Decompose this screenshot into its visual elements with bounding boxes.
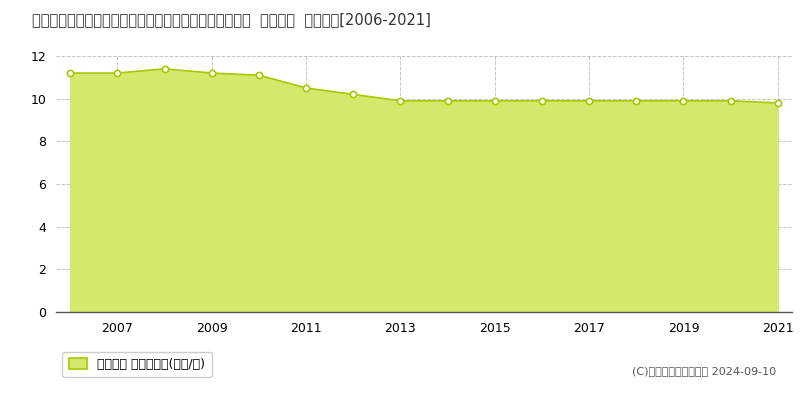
- Legend: 地価公示 平均坪単価(万円/坪): 地価公示 平均坪単価(万円/坪): [62, 352, 211, 377]
- Text: 埼玉県さいたま市岩槻区大字黒谷字久保１５０５番２外  地価公示  地価推移[2006-2021]: 埼玉県さいたま市岩槻区大字黒谷字久保１５０５番２外 地価公示 地価推移[2006…: [32, 12, 431, 27]
- Text: (C)土地価格ドットコム 2024-09-10: (C)土地価格ドットコム 2024-09-10: [632, 366, 776, 376]
